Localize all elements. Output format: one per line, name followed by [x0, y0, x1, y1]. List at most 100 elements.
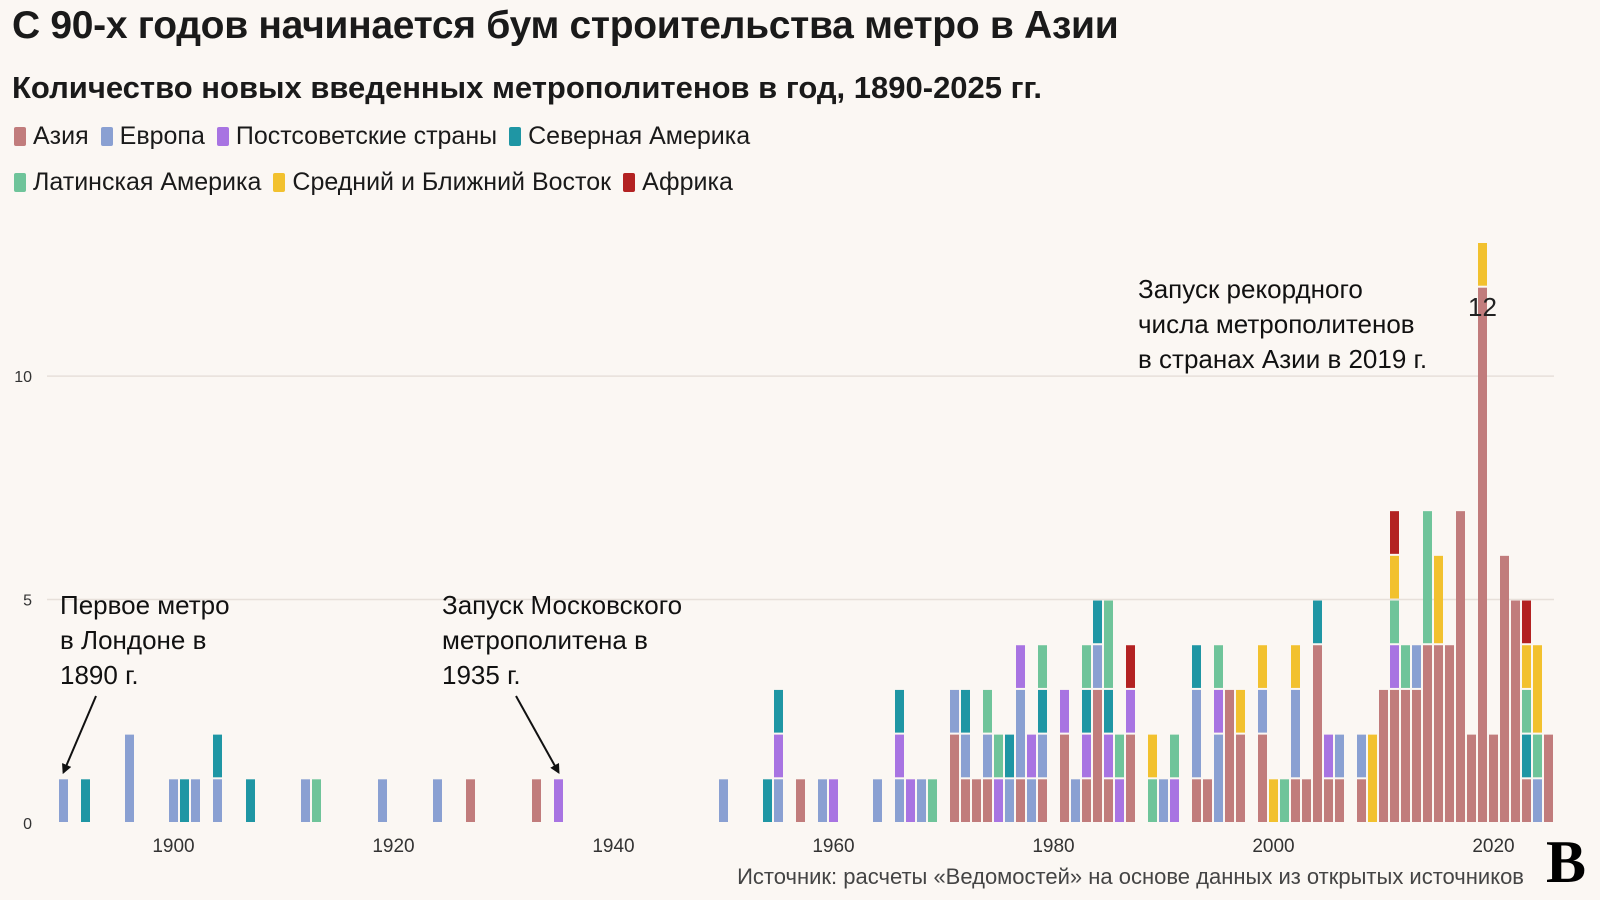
- bars-layer: [59, 243, 1553, 822]
- bar-1972-asia: [961, 779, 970, 822]
- bar-1966-postsoviet: [895, 734, 904, 778]
- bar-1919-europe: [378, 779, 387, 822]
- legend-item-mideast: Средний и Ближний Восток: [273, 168, 611, 197]
- bar-2008-europe: [1357, 734, 1366, 778]
- bar-2021-asia: [1500, 555, 1509, 822]
- bar-2011-asia: [1390, 689, 1399, 822]
- bar-1990-europe: [1159, 779, 1168, 822]
- source-note: Источник: расчеты «Ведомостей» на основе…: [737, 864, 1524, 889]
- legend-item-namerica: Северная Америка: [509, 122, 750, 151]
- annotation-line: числа метрополитенов: [1138, 309, 1415, 339]
- bar-1975-latam: [994, 734, 1003, 778]
- bar-1986-postsoviet: [1115, 779, 1124, 822]
- bar-1955-postsoviet: [774, 734, 783, 778]
- bar-1974-latam: [983, 689, 992, 733]
- bar-2015-asia: [1434, 645, 1443, 822]
- annotation-line: в странах Азии в 2019 г.: [1138, 344, 1427, 374]
- bar-2018-asia: [1467, 734, 1476, 822]
- bar-1979-europe: [1038, 734, 1047, 778]
- bar-1983-asia: [1082, 779, 1091, 822]
- bar-1971-asia: [950, 734, 959, 822]
- bar-1987-asia: [1126, 734, 1135, 822]
- annotation-arrow: [515, 695, 560, 775]
- x-tick-label: 1940: [592, 836, 634, 857]
- legend-item-europe: Европа: [100, 122, 205, 151]
- bar-1960-postsoviet: [829, 779, 838, 822]
- bar-1983-latam: [1082, 645, 1091, 688]
- bar-1983-postsoviet: [1082, 734, 1091, 778]
- bar-2002-mideast: [1291, 645, 1300, 688]
- bar-1912-europe: [301, 779, 310, 822]
- bar-1902-europe: [191, 779, 200, 822]
- legend-item-postsoviet: Постсоветские страны: [216, 122, 497, 151]
- annotations-layer: 12 Первое метро в Лондоне в 1890 г. Запуск М…: [60, 274, 1497, 775]
- annotation-arrow: [62, 695, 97, 775]
- chart-subtitle: Количество новых введенных метрополитено…: [12, 70, 1042, 105]
- bar-2019-asia: [1478, 287, 1487, 822]
- bar-2017-asia: [1456, 511, 1465, 822]
- bar-2022-asia: [1511, 600, 1520, 822]
- bar-2009-mideast: [1368, 734, 1377, 822]
- bar-1976-namerica: [1005, 734, 1014, 778]
- legend-swatch-postsoviet: [216, 127, 229, 146]
- bar-1993-europe: [1192, 689, 1201, 778]
- bar-1981-postsoviet: [1060, 689, 1069, 733]
- x-tick-label: 1900: [152, 836, 194, 857]
- annotation-line: в Лондоне в: [60, 625, 206, 655]
- bar-1968-europe: [917, 779, 926, 822]
- bar-2013-europe: [1412, 645, 1421, 688]
- bar-1985-latam: [1104, 600, 1113, 688]
- gridlines: [47, 375, 1554, 601]
- legend-swatch-latam: [14, 173, 26, 192]
- annotation-text: Первое метро в Лондоне в 1890 г.: [60, 590, 230, 690]
- bar-1901-namerica: [180, 779, 189, 822]
- bar-1995-latam: [1214, 645, 1223, 688]
- legend-swatch-asia: [14, 127, 26, 146]
- bar-1913-latam: [312, 779, 321, 822]
- bar-1904-namerica: [213, 734, 222, 778]
- bar-1967-postsoviet: [906, 779, 915, 822]
- bar-1995-europe: [1214, 734, 1223, 822]
- x-tick-label: 2020: [1472, 836, 1514, 857]
- bar-2024-latam: [1533, 734, 1542, 778]
- bar-1985-asia: [1104, 779, 1113, 822]
- bar-1997-mideast: [1236, 689, 1245, 733]
- bar-1924-europe: [433, 779, 442, 822]
- bar-1966-europe: [895, 779, 904, 822]
- bar-1972-europe: [961, 734, 970, 778]
- x-tick-label: 1980: [1032, 836, 1074, 857]
- bar-2023-latam: [1522, 689, 1531, 733]
- bar-2016-asia: [1445, 645, 1454, 822]
- annotation-line: метрополитена в: [442, 625, 648, 655]
- bar-1966-namerica: [895, 689, 904, 733]
- bar-1978-europe: [1027, 779, 1036, 822]
- bar-2008-asia: [1357, 779, 1366, 822]
- bar-2003-asia: [1302, 779, 1311, 822]
- bar-1989-mideast: [1148, 734, 1157, 778]
- x-axis: 1900 1920 1940 1960 1980 2000 2020: [152, 836, 1514, 857]
- bar-2004-asia: [1313, 645, 1322, 822]
- bar-1955-namerica: [774, 689, 783, 733]
- y-axis: 0 5 10: [14, 369, 32, 833]
- bar-1900-europe: [169, 779, 178, 822]
- bar-1987-postsoviet: [1126, 689, 1135, 733]
- bar-1982-europe: [1071, 779, 1080, 822]
- bar-1907-namerica: [246, 779, 255, 822]
- bar-1896-europe: [125, 734, 134, 822]
- bar-1957-asia: [796, 779, 805, 822]
- annotation-line: Первое метро: [60, 590, 230, 620]
- y-tick-label: 5: [23, 593, 32, 610]
- bar-1984-europe: [1093, 645, 1102, 688]
- bar-2020-asia: [1489, 734, 1498, 822]
- bar-1984-asia: [1093, 689, 1102, 822]
- bar-1964-europe: [873, 779, 882, 822]
- legend-item-africa: Африка: [623, 168, 733, 197]
- bar-1933-asia: [532, 779, 541, 822]
- bar-2014-asia: [1423, 645, 1432, 822]
- bar-1972-namerica: [961, 689, 970, 733]
- bar-2024-mideast: [1533, 645, 1542, 733]
- bar-1977-europe: [1016, 689, 1025, 778]
- legend-label-europe: Европа: [119, 122, 205, 150]
- bar-1993-namerica: [1192, 645, 1201, 688]
- bar-1977-asia: [1016, 779, 1025, 822]
